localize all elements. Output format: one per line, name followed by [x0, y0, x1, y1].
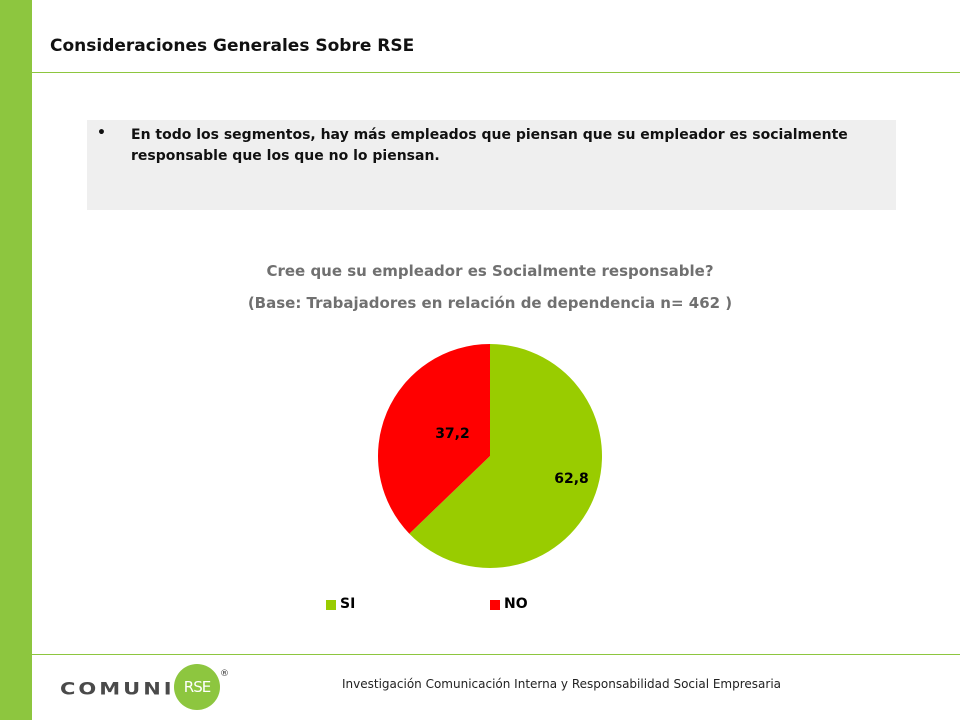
- pie-label-si: 62,8: [554, 471, 589, 487]
- pie-slice-no: [378, 344, 490, 534]
- chart-title: Cree que su empleador es Socialmente res…: [266, 262, 714, 280]
- registered-mark: ®: [220, 669, 229, 679]
- left-accent-bar: [0, 0, 32, 720]
- summary-box: [87, 120, 896, 210]
- logo-wordmark: COMUNICA: [60, 679, 213, 699]
- logo-badge: RSE: [174, 664, 220, 710]
- summary-text: En todo los segmentos, hay más empleados…: [131, 127, 848, 164]
- legend-swatch-no: [490, 600, 500, 610]
- legend-label-no: NO: [504, 596, 528, 612]
- bullet-icon: •: [97, 125, 106, 141]
- page-title: Consideraciones Generales Sobre RSE: [50, 36, 415, 56]
- title-divider: [32, 72, 960, 73]
- pie-label-no: 37,2: [435, 426, 470, 442]
- pie-slice-si: [409, 344, 602, 568]
- legend-label-si: SI: [340, 596, 356, 612]
- footer-divider: [32, 654, 960, 655]
- pie-chart: 62,8 37,2: [378, 344, 602, 568]
- chart-subtitle: (Base: Trabajadores en relación de depen…: [247, 294, 733, 312]
- footer-text: Investigación Comunicación Interna y Res…: [342, 677, 782, 691]
- legend-swatch-si: [326, 600, 336, 610]
